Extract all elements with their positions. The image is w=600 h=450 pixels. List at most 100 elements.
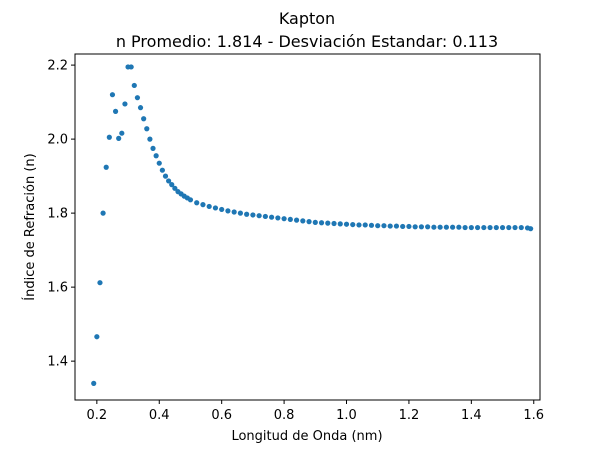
data-point	[287, 216, 293, 223]
data-point	[518, 224, 524, 231]
data-point	[187, 197, 194, 203]
data-point	[200, 202, 206, 208]
data-point	[112, 108, 119, 114]
data-point	[318, 220, 325, 226]
data-point	[450, 224, 456, 230]
y-axis-label: Índice de Refración (n)	[22, 153, 38, 300]
data-point	[141, 116, 147, 122]
data-point	[375, 223, 381, 229]
data-point	[356, 222, 362, 228]
data-point	[306, 219, 312, 225]
data-point	[493, 224, 499, 231]
data-point	[528, 226, 534, 232]
data-point	[153, 153, 159, 159]
data-point	[172, 185, 178, 191]
data-point	[159, 167, 165, 173]
x-tick-label: 1.6	[523, 408, 544, 423]
data-point	[116, 135, 122, 141]
data-point	[91, 380, 97, 386]
x-tick-label: 0.2	[87, 408, 108, 423]
data-point	[393, 223, 400, 229]
y-tick-label: 1.8	[47, 207, 68, 222]
data-point	[262, 213, 268, 220]
data-point	[128, 64, 134, 70]
chart-subtitle: n Promedio: 1.814 - Desviación Estandar:…	[116, 32, 498, 51]
data-point	[225, 208, 231, 214]
data-point	[156, 160, 162, 166]
axis-ticks: 0.2 0.4 0.6 0.8 1.0 1.2 1.4 1.6 1.4 1.6 1.8 2.0 2.2	[47, 59, 544, 423]
data-point	[425, 224, 431, 230]
data-point	[269, 214, 275, 220]
data-point	[487, 224, 493, 231]
x-tick-label: 1.4	[461, 408, 482, 423]
data-point	[137, 105, 144, 111]
x-axis-label: Longitud de Onda (nm)	[231, 429, 382, 444]
data-point	[103, 164, 109, 170]
plot-frame	[74, 53, 541, 401]
data-point	[387, 223, 393, 229]
data-point	[275, 215, 281, 221]
data-point	[162, 173, 169, 179]
y-tick-label: 2.2	[47, 59, 68, 74]
data-point	[400, 223, 406, 230]
data-point	[312, 219, 318, 225]
data-point	[337, 221, 343, 227]
data-point	[412, 224, 418, 230]
data-point	[512, 224, 518, 231]
data-point	[506, 224, 512, 231]
data-point	[325, 220, 331, 226]
data-point	[250, 212, 256, 218]
data-point	[109, 92, 116, 98]
x-tick-label: 0.4	[149, 408, 170, 423]
data-point	[169, 182, 175, 188]
data-point	[134, 95, 141, 101]
y-tick-label: 2.0	[47, 133, 68, 148]
data-point	[331, 220, 337, 227]
data-point	[362, 222, 368, 228]
data-point	[131, 82, 137, 89]
data-point	[300, 218, 306, 224]
data-point	[100, 210, 106, 216]
x-tick-label: 0.8	[274, 408, 295, 423]
data-points	[91, 64, 534, 386]
data-point	[244, 211, 250, 217]
data-point	[147, 136, 153, 142]
data-point	[481, 224, 487, 231]
y-tick-label: 1.4	[47, 355, 68, 370]
data-point	[166, 178, 172, 184]
data-point	[406, 223, 412, 230]
data-point	[237, 210, 243, 216]
data-point	[256, 213, 262, 219]
data-point	[474, 224, 481, 231]
data-point	[194, 200, 200, 206]
data-point	[499, 224, 506, 231]
data-point	[231, 209, 237, 215]
data-point	[122, 101, 128, 107]
chart-title: Kapton	[279, 9, 335, 28]
data-point	[456, 224, 462, 230]
data-point	[437, 224, 443, 230]
data-point	[212, 205, 219, 211]
data-point	[281, 216, 287, 222]
data-point	[293, 217, 300, 223]
data-point	[368, 222, 375, 228]
data-point	[350, 221, 356, 228]
data-point	[97, 280, 103, 286]
data-point	[219, 206, 225, 213]
x-tick-label: 1.2	[399, 408, 420, 423]
data-point	[119, 130, 125, 136]
y-tick-label: 1.6	[47, 281, 68, 296]
data-point	[150, 145, 156, 151]
data-point	[106, 134, 112, 140]
data-point	[431, 224, 437, 230]
data-point	[144, 126, 150, 132]
x-tick-label: 0.6	[211, 408, 232, 423]
data-point	[381, 223, 387, 229]
data-point	[206, 203, 212, 210]
data-point	[343, 221, 350, 227]
x-tick-label: 1.0	[336, 408, 357, 423]
data-point	[418, 224, 425, 230]
data-point	[462, 224, 468, 231]
